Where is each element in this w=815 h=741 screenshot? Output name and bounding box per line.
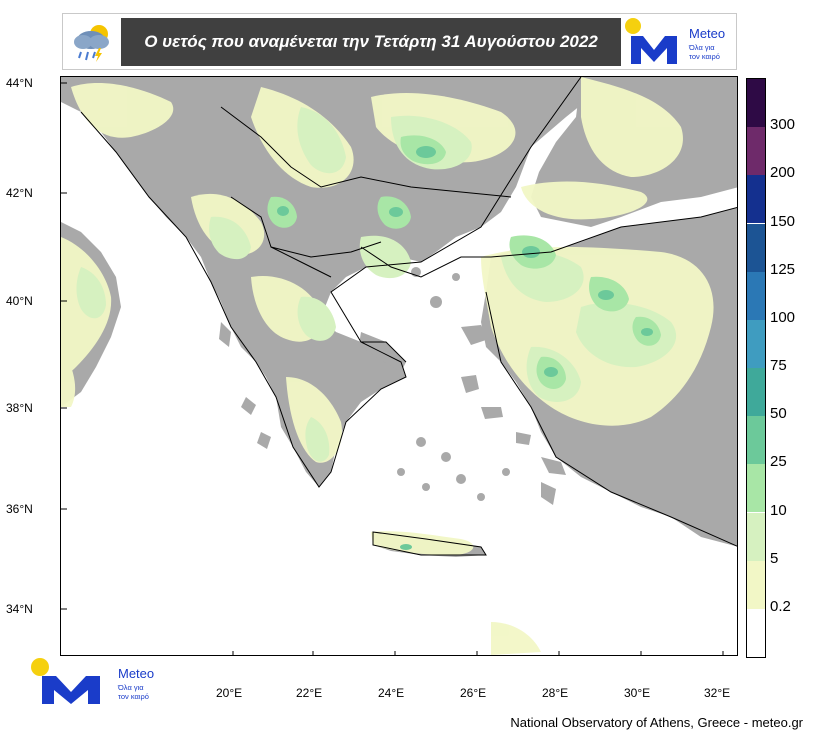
rain-very-heavy <box>277 146 653 550</box>
colorbar-level-label: 25 <box>770 453 787 471</box>
precipitation-colorbar <box>746 78 766 658</box>
lon-label-32: 32°E <box>704 686 731 700</box>
colorbar-level-label: 150 <box>770 212 796 230</box>
meteo-logo-top: Meteo Όλα για τον καιρό <box>623 16 738 68</box>
colorbar-level-label: 125 <box>770 260 796 278</box>
logo-tagline-2: τον καιρό <box>689 52 720 61</box>
lon-label-22: 22°E <box>296 686 323 700</box>
logo-tagline-1: Όλα για <box>118 683 144 692</box>
colorbar-level-label: 100 <box>770 308 796 326</box>
colorbar-segment <box>747 608 765 657</box>
map-canvas <box>61 77 737 655</box>
colorbar-level-label: 10 <box>770 501 787 519</box>
colorbar-segment <box>747 464 765 513</box>
colorbar-segment <box>747 79 765 128</box>
lat-label-38: 38°N <box>6 401 33 415</box>
logo-name: Meteo <box>118 666 155 681</box>
title-box: Ο υετός που αναμένεται την Τετάρτη 31 Αυ… <box>121 18 621 66</box>
logo-tagline-1: Όλα για <box>689 43 715 52</box>
colorbar-level-label: 50 <box>770 405 787 423</box>
colorbar-segment <box>747 175 765 224</box>
colorbar-level-label: 300 <box>770 116 796 134</box>
lat-label-34: 34°N <box>6 602 33 616</box>
colorbar-segment <box>747 416 765 465</box>
colorbar-segment <box>747 271 765 320</box>
colorbar-segment <box>747 223 765 272</box>
logo-name: Meteo <box>689 26 726 41</box>
rain-cloud-icon <box>74 25 109 62</box>
page-title: Ο υετός που αναμένεται την Τετάρτη 31 Αυ… <box>144 32 598 51</box>
colorbar-segment <box>747 560 765 609</box>
lon-label-26: 26°E <box>460 686 487 700</box>
colorbar-segment <box>747 127 765 176</box>
meteo-logo-bottom: Meteo Όλα για τον καιρό <box>30 656 165 708</box>
colorbar-segment <box>747 512 765 561</box>
graticule-ticks <box>61 82 724 655</box>
colorbar-segment <box>747 319 765 368</box>
colorbar-segment <box>747 368 765 417</box>
colorbar-level-label: 0.2 <box>770 597 791 615</box>
lat-label-40: 40°N <box>6 294 33 308</box>
lon-label-30: 30°E <box>624 686 651 700</box>
colorbar-level-label: 75 <box>770 357 787 374</box>
lon-label-24: 24°E <box>378 686 405 700</box>
lat-label-42: 42°N <box>6 186 33 200</box>
lon-label-28: 28°E <box>542 686 569 700</box>
colorbar-level-label: 200 <box>770 164 796 182</box>
colorbar-level-label: 5 <box>770 549 779 567</box>
lat-label-36: 36°N <box>6 502 33 516</box>
logo-tagline-2: τον καιρό <box>118 692 149 701</box>
meteo-logo-icon <box>31 658 100 704</box>
credit-text: National Observatory of Athens, Greece -… <box>510 715 803 730</box>
lat-label-44: 44°N <box>6 76 33 90</box>
precipitation-map <box>60 76 738 656</box>
lon-label-20: 20°E <box>216 686 243 700</box>
header-banner: Ο υετός που αναμένεται την Τετάρτη 31 Αυ… <box>62 13 737 70</box>
meteo-logo-icon <box>625 18 677 64</box>
borders <box>80 77 737 556</box>
